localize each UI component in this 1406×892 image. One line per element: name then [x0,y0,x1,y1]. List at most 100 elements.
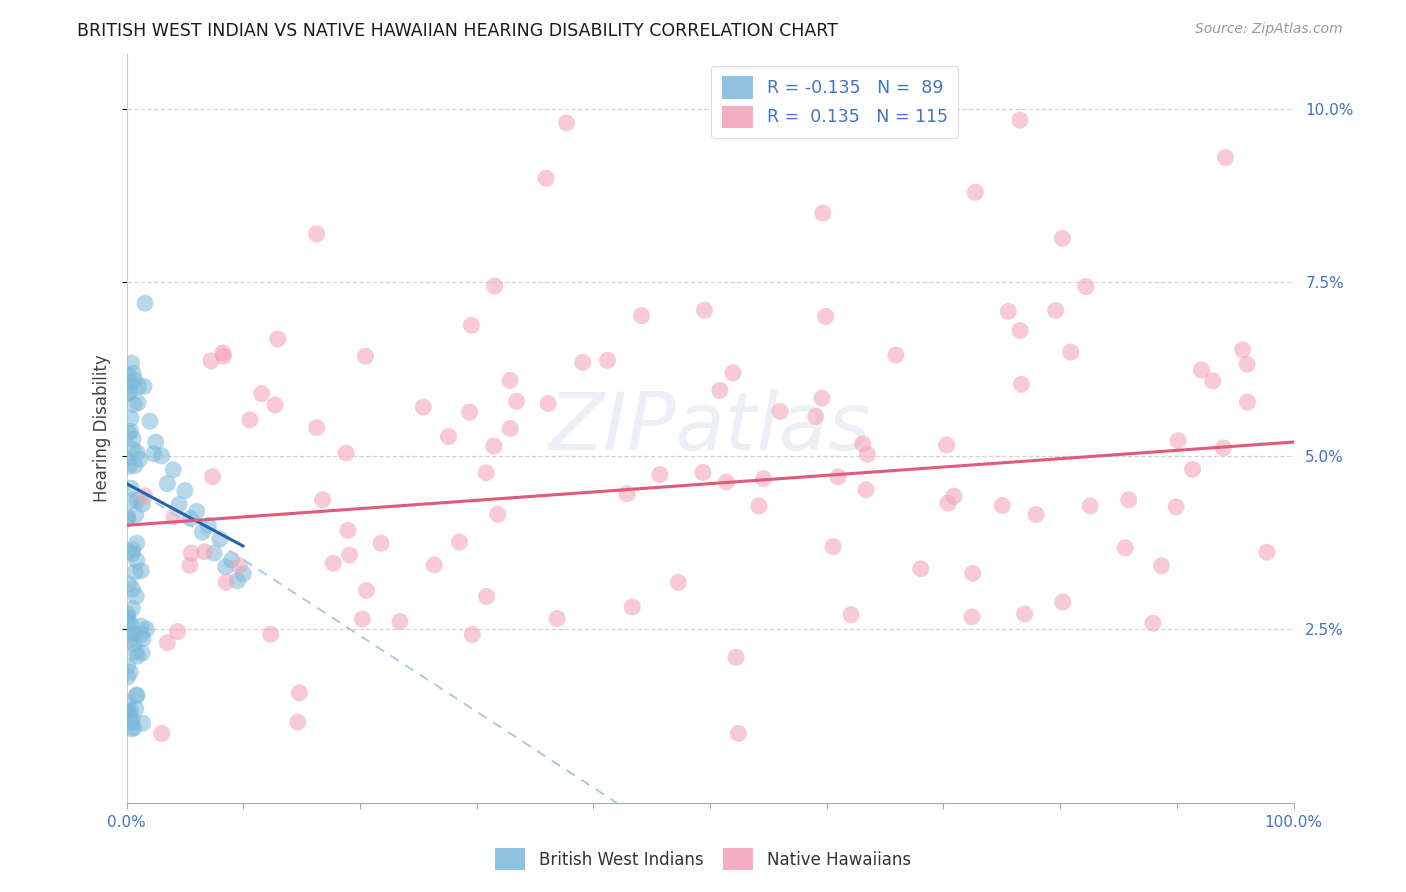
Point [596,353,619,368]
Point [212,346,235,360]
Point [118,458,141,473]
Point [134,489,156,503]
Point [693,303,716,318]
Point [852,437,875,451]
Point [388,615,411,629]
Point [482,439,505,453]
Point [1014,607,1036,621]
Point [811,391,834,405]
Point [156,635,179,649]
Point [960,610,983,624]
Point [250,386,273,401]
Point [692,466,714,480]
Point [571,355,593,369]
Point [118,706,141,720]
Point [145,435,167,450]
Point [120,616,142,631]
Point [475,590,498,604]
Point [117,610,139,624]
Point [117,607,139,622]
Point [1236,395,1258,409]
Point [120,704,142,718]
Point [721,366,744,380]
Point [150,449,173,463]
Point [118,378,141,392]
Point [142,447,165,461]
Point [121,442,143,456]
Point [115,512,138,526]
Legend: R = -0.135   N =  89, R =  0.135   N = 115: R = -0.135 N = 89, R = 0.135 N = 115 [711,66,957,138]
Point [555,116,578,130]
Point [965,186,987,200]
Point [460,318,482,333]
Point [228,558,250,573]
Point [232,566,254,581]
Point [212,349,235,363]
Point [121,356,143,370]
Point [127,395,149,409]
Point [1150,558,1173,573]
Point [311,492,333,507]
Point [125,590,148,604]
Point [122,432,145,446]
Point [1181,462,1204,476]
Point [505,394,527,409]
Point [287,714,309,729]
Point [449,535,471,549]
Point [1010,324,1032,338]
Point [752,472,775,486]
Point [117,658,139,673]
Point [127,493,149,508]
Point [484,279,506,293]
Point [461,627,484,641]
Point [125,445,148,459]
Point [115,451,138,466]
Point [124,565,146,579]
Point [910,562,932,576]
Point [174,483,197,498]
Point [630,309,652,323]
Point [194,545,217,559]
Point [117,670,139,684]
Y-axis label: Hearing Disability: Hearing Disability [93,354,111,502]
Point [124,373,146,387]
Point [132,379,155,393]
Point [122,398,145,412]
Point [260,627,283,641]
Point [486,508,509,522]
Point [129,564,152,578]
Point [499,374,522,388]
Point [288,686,311,700]
Point [724,650,747,665]
Point [936,496,959,510]
Point [197,518,219,533]
Point [991,499,1014,513]
Point [121,542,143,557]
Point [122,367,145,381]
Point [125,536,148,550]
Point [412,400,434,414]
Point [811,206,834,220]
Point [118,627,141,641]
Point [167,498,190,512]
Point [356,583,378,598]
Point [305,420,328,434]
Point [202,546,225,560]
Point [128,379,150,393]
Point [201,469,224,483]
Point [122,637,145,651]
Text: ZIPatlas: ZIPatlas [548,389,872,467]
Point [125,645,148,659]
Point [129,627,152,641]
Point [186,504,208,518]
Point [117,577,139,591]
Point [423,558,446,572]
Point [1232,343,1254,357]
Point [648,467,671,482]
Point [117,696,139,710]
Point [166,624,188,639]
Point [117,426,139,441]
Point [1142,616,1164,631]
Point [814,310,837,324]
Point [856,447,879,461]
